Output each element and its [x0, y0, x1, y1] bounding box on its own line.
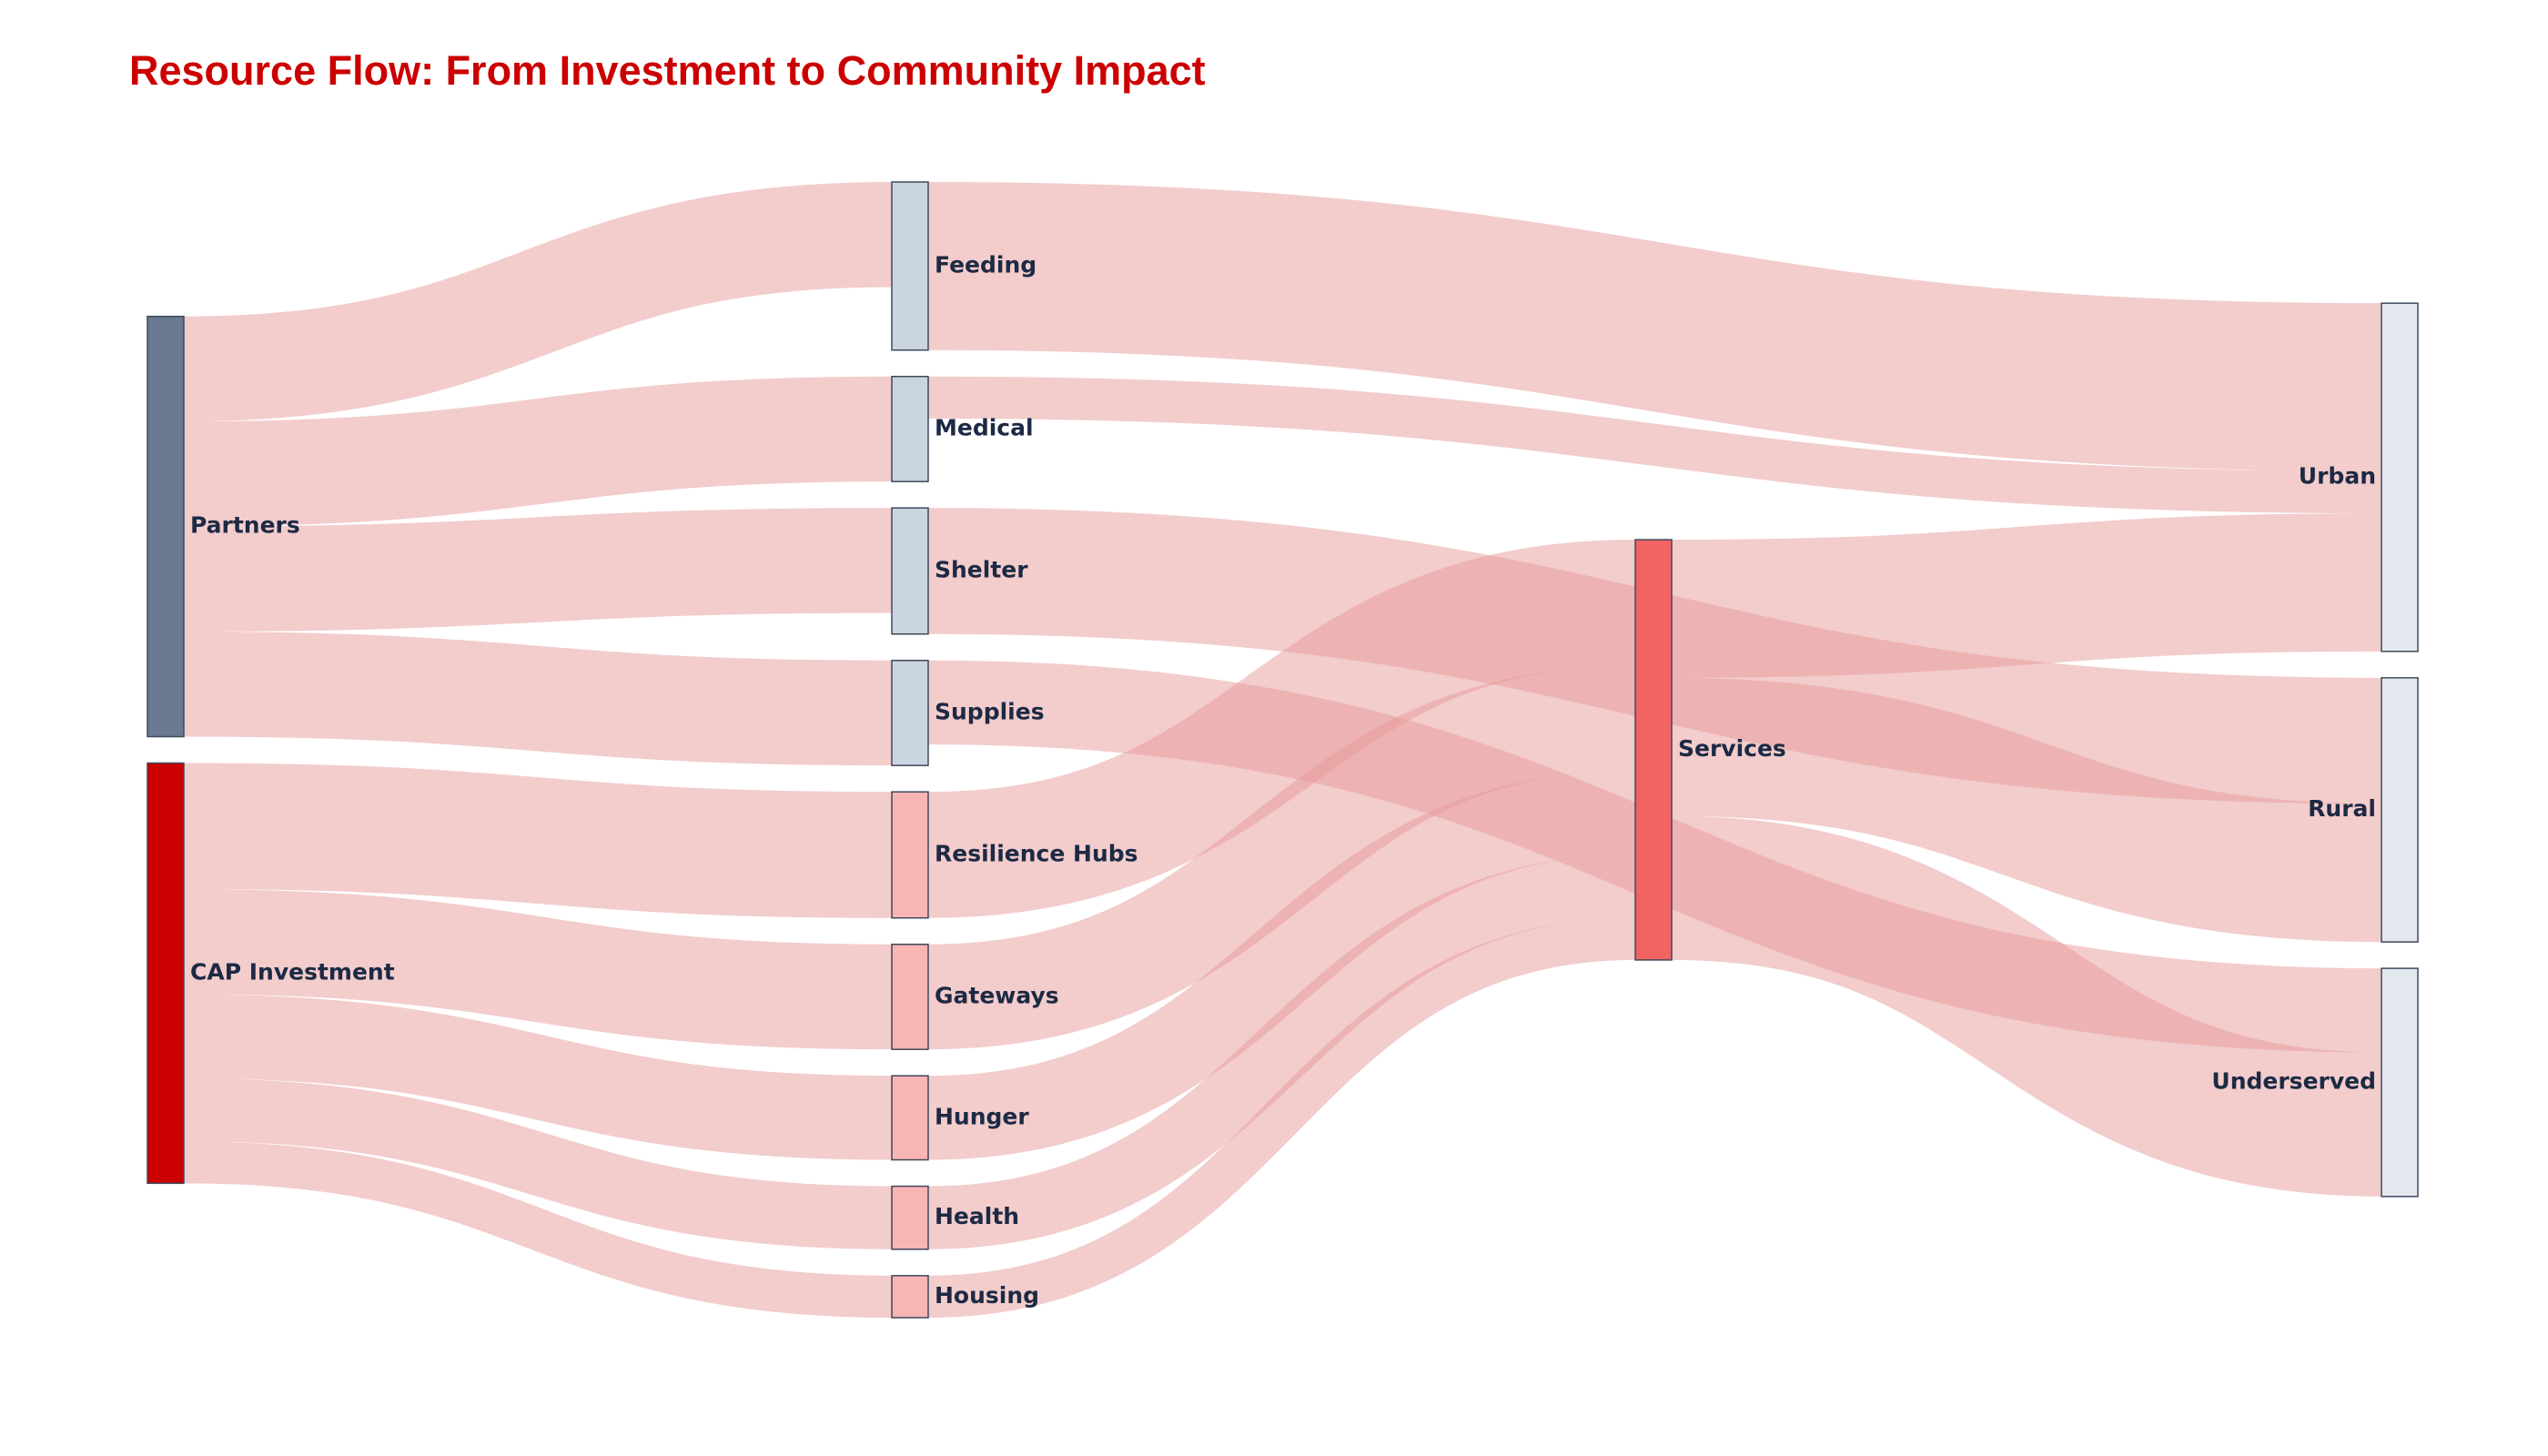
sankey-node-label-shelter: Shelter [935, 556, 1028, 582]
sankey-node-label-hunger: Hunger [935, 1103, 1029, 1129]
sankey-node-label-health: Health [935, 1203, 1019, 1229]
nodes-layer [147, 181, 2419, 1319]
sankey-node-label-partners: Partners [190, 512, 300, 539]
sankey-link-feeding-to-urban[interactable] [927, 182, 2382, 471]
sankey-node-supplies[interactable] [891, 659, 929, 766]
chart-title: Resource Flow: From Investment to Commun… [129, 47, 1206, 94]
sankey-link-medical-to-urban[interactable] [927, 376, 2382, 514]
sankey-node-health[interactable] [891, 1185, 929, 1250]
sankey-node-label-urban: Urban [2299, 463, 2376, 490]
sankey-node-housing[interactable] [891, 1275, 929, 1319]
sankey-node-feeding[interactable] [891, 181, 929, 351]
sankey-node-cap[interactable] [147, 762, 185, 1185]
sankey-node-label-cap: CAP Investment [190, 958, 395, 985]
sankey-link-cap-to-health[interactable] [183, 1077, 893, 1249]
sankey-node-label-gateways: Gateways [935, 982, 1059, 1008]
sankey-node-partners[interactable] [147, 315, 185, 738]
sankey-node-label-supplies: Supplies [935, 698, 1045, 724]
sankey-link-cap-to-hubs[interactable] [183, 763, 893, 918]
sankey-link-gateways-to-services[interactable] [927, 665, 1636, 1050]
sankey-link-partners-to-feeding[interactable] [183, 181, 893, 422]
sankey-node-gateways[interactable] [891, 943, 929, 1050]
sankey-link-services-to-rural[interactable] [1671, 677, 2382, 943]
sankey-link-housing-to-services[interactable] [927, 917, 1636, 1319]
sankey-link-hunger-to-services[interactable] [927, 771, 1636, 1160]
sankey-node-underserved[interactable] [2381, 967, 2419, 1198]
sankey-link-cap-to-hunger[interactable] [183, 994, 893, 1160]
sankey-link-partners-to-shelter[interactable] [183, 508, 893, 632]
sankey-node-label-underserved: Underserved [2211, 1067, 2376, 1094]
sankey-node-label-feeding: Feeding [935, 251, 1036, 278]
sankey-node-label-hubs: Resilience Hubs [935, 840, 1138, 866]
sankey-node-rural[interactable] [2381, 677, 2419, 943]
sankey-link-partners-to-medical[interactable] [183, 376, 893, 527]
sankey-node-hubs[interactable] [891, 791, 929, 919]
sankey-link-hubs-to-services[interactable] [927, 540, 1636, 918]
sankey-node-services[interactable] [1634, 539, 1673, 961]
sankey-node-label-services: Services [1678, 735, 1786, 762]
sankey-link-cap-to-housing[interactable] [183, 1141, 893, 1319]
sankey-node-label-housing: Housing [935, 1282, 1039, 1309]
labels-layer: Partners CAP Investment Feeding Medical Shel… [190, 251, 2376, 1309]
sankey-link-health-to-services[interactable] [927, 854, 1636, 1249]
sankey-node-label-rural: Rural [2308, 795, 2376, 822]
sankey-node-hunger[interactable] [891, 1075, 929, 1161]
sankey-node-medical[interactable] [891, 375, 929, 482]
sankey-link-services-to-urban[interactable] [1671, 513, 2382, 678]
sankey-node-urban[interactable] [2381, 302, 2419, 652]
sankey-node-label-medical: Medical [935, 414, 1034, 440]
sankey-link-partners-to-supplies[interactable] [183, 632, 893, 766]
sankey-link-cap-to-gateways[interactable] [183, 889, 893, 1050]
sankey-link-services-to-underserved[interactable] [1671, 815, 2382, 1197]
sankey-node-shelter[interactable] [891, 507, 929, 635]
links-layer [183, 181, 2382, 1319]
